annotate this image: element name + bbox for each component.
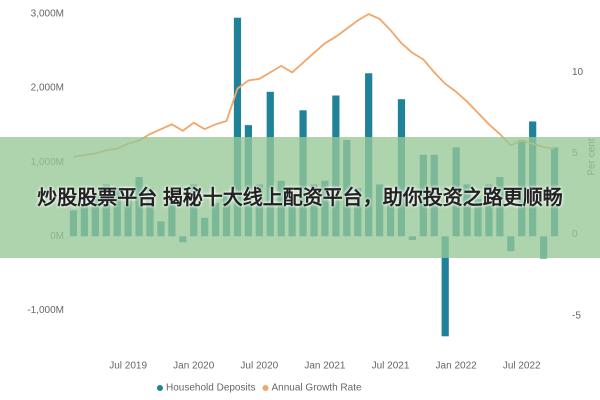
line (73, 12, 555, 158)
bar (441, 236, 449, 337)
x-tick-label: Jul 2022 (503, 361, 541, 372)
y2-tick-label: 10 (572, 67, 584, 78)
y2-tick-label: -5 (572, 310, 581, 321)
y-tick-label: 3,000M (31, 9, 64, 20)
legend-label: Annual Growth Rate (272, 383, 362, 394)
y-tick-label: -1,000M (27, 305, 64, 316)
y-tick-label: 2,000M (31, 83, 64, 94)
x-tick-label: Jul 2020 (240, 361, 278, 372)
legend-marker (262, 385, 269, 391)
x-tick-label: Jan 2021 (304, 361, 346, 372)
x-tick-label: Jan 2022 (436, 361, 478, 372)
legend-marker (157, 385, 163, 391)
x-tick-label: Jan 2020 (173, 361, 215, 372)
legend-label: Household Deposits (166, 383, 256, 394)
overlay-text: 炒股股票平台 揭秘十大线上配资平台，助你投资之路更顺畅 (37, 186, 563, 209)
bar (233, 17, 242, 237)
x-tick-label: Jul 2021 (372, 361, 410, 372)
overlay-banner: 炒股股票平台 揭秘十大线上配资平台，助你投资之路更顺畅 (0, 137, 600, 258)
x-tick-label: Jul 2019 (109, 361, 147, 372)
